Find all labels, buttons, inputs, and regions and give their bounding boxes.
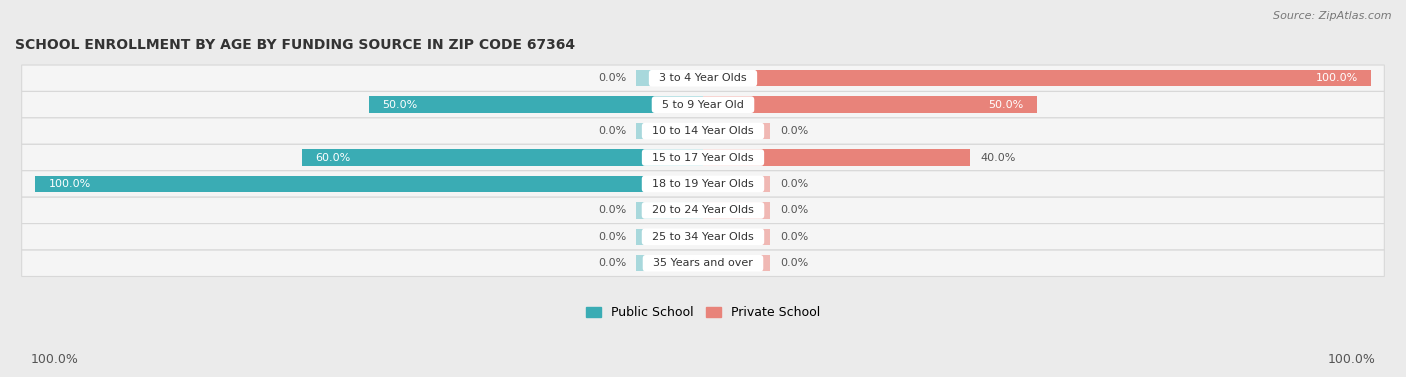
Text: 50.0%: 50.0% (988, 100, 1024, 110)
Bar (703, 176, 770, 192)
Bar (636, 228, 703, 245)
Text: 60.0%: 60.0% (315, 153, 352, 162)
Text: 10 to 14 Year Olds: 10 to 14 Year Olds (645, 126, 761, 136)
Text: 15 to 17 Year Olds: 15 to 17 Year Olds (645, 153, 761, 162)
Text: 0.0%: 0.0% (780, 126, 808, 136)
Bar (703, 123, 770, 139)
Text: 25 to 34 Year Olds: 25 to 34 Year Olds (645, 232, 761, 242)
Bar (636, 255, 703, 271)
Text: 35 Years and over: 35 Years and over (647, 258, 759, 268)
Text: 0.0%: 0.0% (780, 232, 808, 242)
Bar (636, 123, 703, 139)
Text: 20 to 24 Year Olds: 20 to 24 Year Olds (645, 205, 761, 215)
Text: 3 to 4 Year Olds: 3 to 4 Year Olds (652, 73, 754, 83)
Text: 0.0%: 0.0% (780, 205, 808, 215)
FancyBboxPatch shape (21, 118, 1385, 144)
Text: 0.0%: 0.0% (780, 258, 808, 268)
Text: 100.0%: 100.0% (1316, 73, 1358, 83)
Text: 100.0%: 100.0% (31, 353, 79, 366)
Bar (703, 149, 970, 166)
FancyBboxPatch shape (21, 144, 1385, 171)
Text: 0.0%: 0.0% (598, 126, 626, 136)
Text: Source: ZipAtlas.com: Source: ZipAtlas.com (1274, 11, 1392, 21)
Bar (636, 202, 703, 219)
FancyBboxPatch shape (21, 250, 1385, 276)
Bar (636, 70, 703, 86)
Text: 100.0%: 100.0% (48, 179, 90, 189)
Text: 100.0%: 100.0% (1327, 353, 1375, 366)
Text: 50.0%: 50.0% (382, 100, 418, 110)
Text: 0.0%: 0.0% (598, 232, 626, 242)
FancyBboxPatch shape (21, 197, 1385, 224)
FancyBboxPatch shape (21, 171, 1385, 197)
Text: 5 to 9 Year Old: 5 to 9 Year Old (655, 100, 751, 110)
Bar (703, 202, 770, 219)
Bar (302, 149, 703, 166)
FancyBboxPatch shape (21, 65, 1385, 92)
FancyBboxPatch shape (21, 92, 1385, 118)
Text: 0.0%: 0.0% (598, 73, 626, 83)
Text: 0.0%: 0.0% (780, 179, 808, 189)
Text: 0.0%: 0.0% (598, 258, 626, 268)
Legend: Public School, Private School: Public School, Private School (581, 301, 825, 324)
Text: 0.0%: 0.0% (598, 205, 626, 215)
FancyBboxPatch shape (21, 224, 1385, 250)
Text: SCHOOL ENROLLMENT BY AGE BY FUNDING SOURCE IN ZIP CODE 67364: SCHOOL ENROLLMENT BY AGE BY FUNDING SOUR… (15, 38, 575, 52)
Bar (35, 176, 703, 192)
Bar (703, 97, 1038, 113)
Bar (368, 97, 703, 113)
Text: 18 to 19 Year Olds: 18 to 19 Year Olds (645, 179, 761, 189)
Text: 40.0%: 40.0% (980, 153, 1015, 162)
Bar (703, 70, 1371, 86)
Bar (703, 228, 770, 245)
Bar (703, 255, 770, 271)
